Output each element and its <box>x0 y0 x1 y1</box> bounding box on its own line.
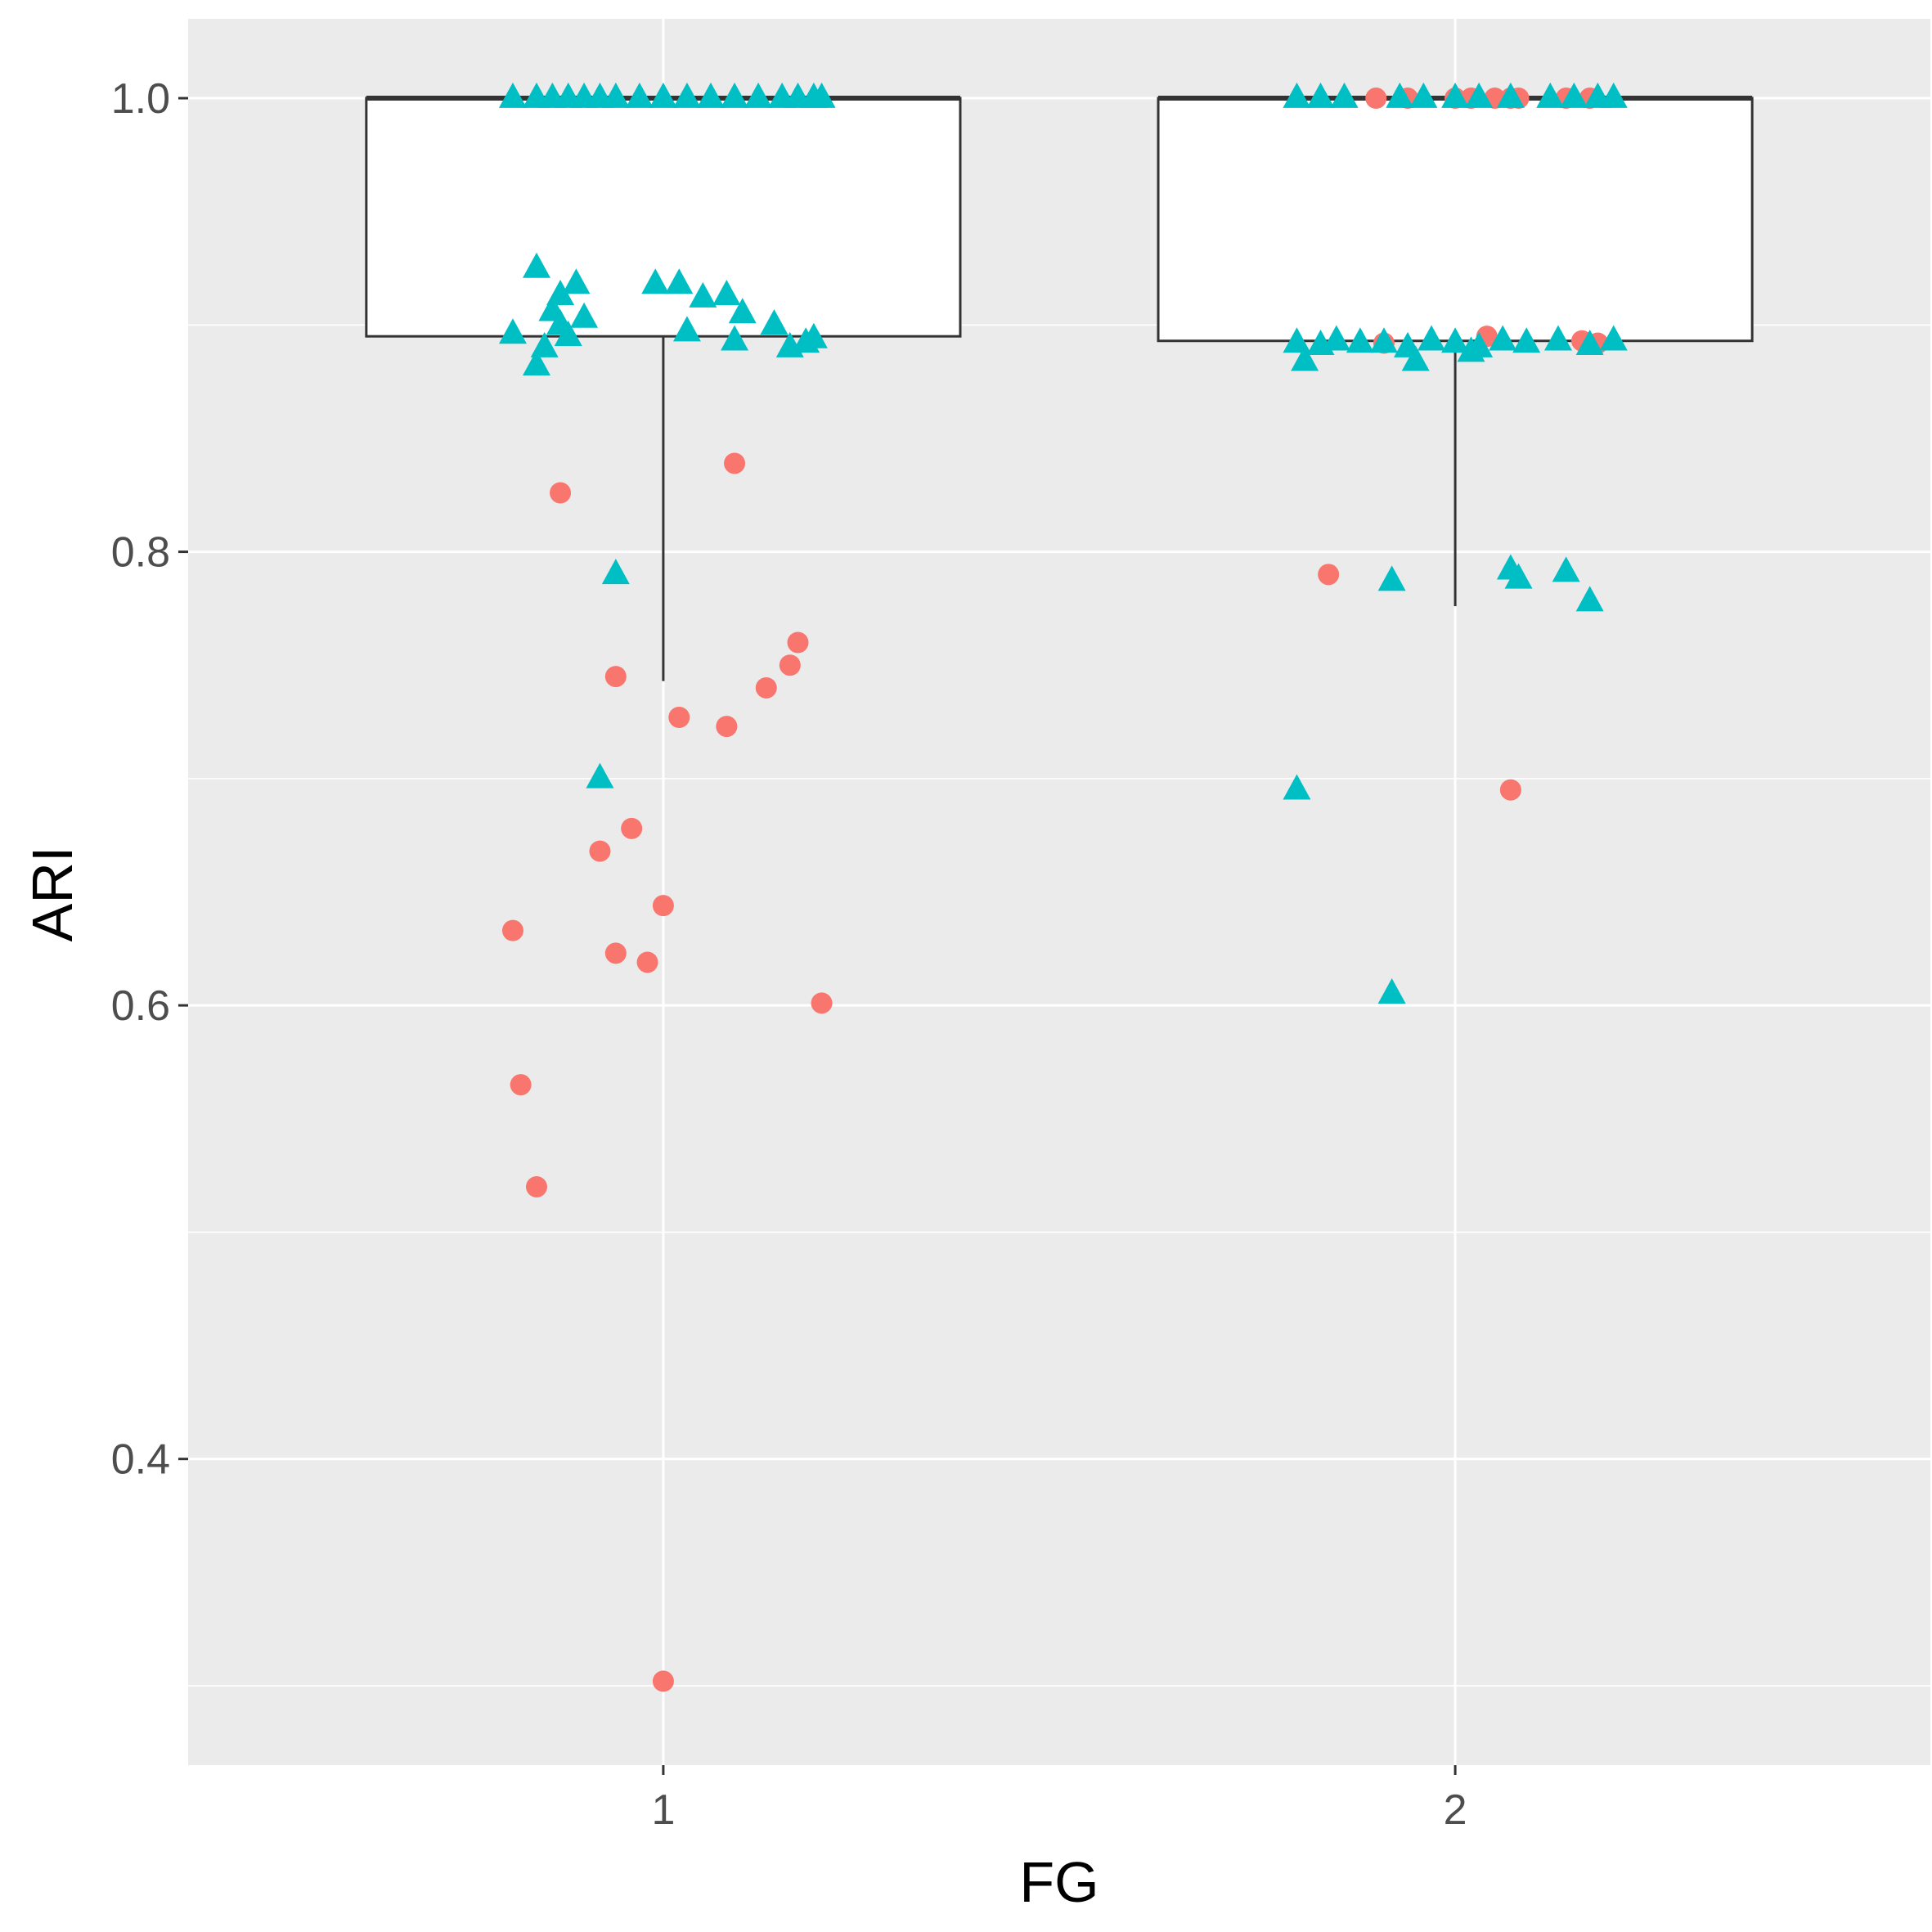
point-circle <box>724 452 746 474</box>
y-tick-label: 1.0 <box>111 75 170 123</box>
point-triangle <box>562 268 591 294</box>
point-triangle <box>799 322 828 348</box>
point-triangle <box>1441 327 1470 353</box>
point-triangle <box>586 762 614 789</box>
point-triangle <box>1401 345 1430 371</box>
box-body <box>365 97 962 338</box>
point-triangle <box>498 82 527 108</box>
y-tick-label: 0.6 <box>111 982 170 1030</box>
point-triangle <box>1575 330 1604 356</box>
point-triangle <box>625 82 654 108</box>
point-triangle <box>728 298 757 324</box>
point-triangle <box>1441 82 1470 108</box>
point-triangle <box>760 309 789 335</box>
point-triangle <box>712 280 741 306</box>
point-triangle <box>1330 82 1359 108</box>
point-triangle <box>1552 556 1580 582</box>
point-triangle <box>1504 563 1533 589</box>
point-circle <box>636 951 658 973</box>
boxplots <box>365 96 1754 681</box>
point-circle <box>501 919 523 941</box>
point-triangle <box>1377 978 1406 1004</box>
point-circle <box>811 992 833 1014</box>
point-triangle <box>697 82 725 108</box>
point-circle <box>1318 564 1340 586</box>
point-circle <box>716 716 738 738</box>
point-triangle <box>530 331 559 357</box>
point-circle <box>510 1074 532 1096</box>
data-points <box>498 82 1628 1692</box>
point-triangle <box>721 325 749 351</box>
point-triangle <box>721 82 749 108</box>
point-circle <box>589 840 611 862</box>
point-triangle <box>546 309 575 335</box>
point-circle <box>668 707 690 728</box>
point-triangle <box>1489 325 1517 351</box>
point-triangle <box>807 82 836 108</box>
point-triangle <box>672 82 701 108</box>
point-circle <box>755 676 777 699</box>
point-triangle <box>570 302 599 328</box>
point-triangle <box>1283 327 1311 353</box>
y-tick-label: 0.8 <box>111 529 170 577</box>
point-triangle <box>523 252 550 278</box>
point-triangle <box>601 559 630 585</box>
point-triangle <box>1346 327 1374 353</box>
x-tick-label: 1 <box>651 1786 675 1834</box>
point-triangle <box>1283 774 1311 800</box>
point-circle <box>787 631 809 654</box>
point-triangle <box>1496 82 1525 108</box>
point-circle <box>604 942 627 964</box>
point-circle <box>652 895 674 917</box>
point-circle <box>550 482 572 504</box>
point-triangle <box>523 350 550 376</box>
box-body <box>1157 97 1754 343</box>
point-circle <box>526 1175 547 1197</box>
point-triangle <box>1291 345 1319 371</box>
point-circle <box>779 654 801 676</box>
point-triangle <box>672 316 701 342</box>
point-circle <box>652 1670 674 1692</box>
point-triangle <box>641 268 670 294</box>
point-triangle <box>1369 327 1398 353</box>
point-circle <box>1365 88 1387 110</box>
point-triangle <box>744 82 773 108</box>
point-triangle <box>689 281 717 308</box>
point-triangle <box>1543 325 1572 351</box>
point-triangle <box>1283 82 1311 108</box>
point-circle <box>621 817 643 839</box>
point-circle <box>604 666 627 688</box>
point-triangle <box>1465 82 1494 108</box>
point-triangle <box>649 82 677 108</box>
point-triangle <box>1306 82 1335 108</box>
y-tick-label: 0.4 <box>111 1436 170 1484</box>
point-triangle <box>1457 336 1485 362</box>
point-triangle <box>1599 82 1628 108</box>
point-triangle <box>1418 325 1446 351</box>
point-triangle <box>1409 82 1438 108</box>
point-triangle <box>1512 327 1541 353</box>
point-triangle <box>1322 325 1350 351</box>
x-axis-title: FG <box>1019 1850 1099 1914</box>
point-triangle <box>601 82 630 108</box>
x-tick-label: 2 <box>1444 1786 1467 1834</box>
point-triangle <box>1386 82 1414 108</box>
y-axis-title: ARI <box>20 847 84 942</box>
point-triangle <box>1377 565 1406 591</box>
y-axis: 0.4 0.6 0.8 1.0 <box>111 75 188 1484</box>
point-triangle <box>1560 82 1588 108</box>
point-circle <box>1499 779 1521 801</box>
point-triangle <box>1575 586 1604 612</box>
point-triangle <box>498 318 527 344</box>
point-triangle <box>665 268 694 294</box>
point-triangle <box>1599 325 1628 351</box>
point-triangle <box>1536 82 1565 108</box>
